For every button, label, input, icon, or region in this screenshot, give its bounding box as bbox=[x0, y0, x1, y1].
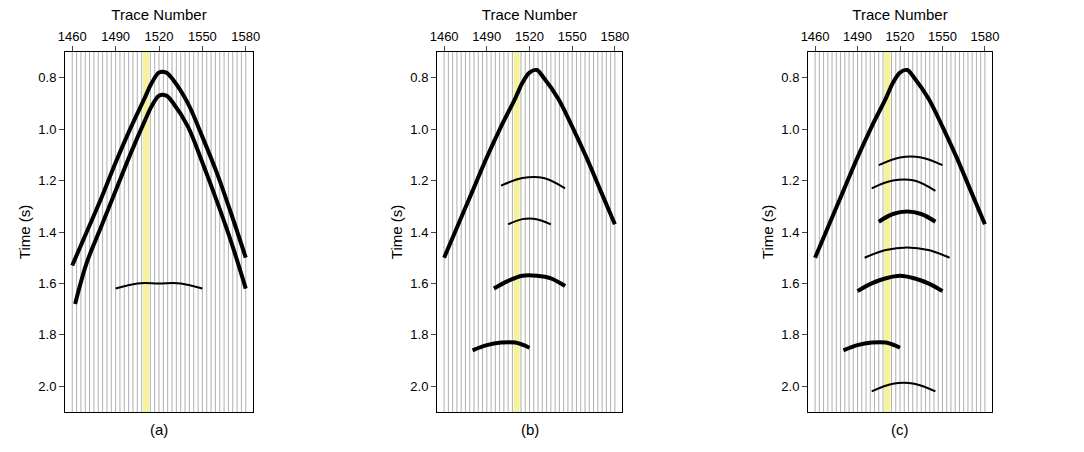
svg-text:Time (s): Time (s) bbox=[16, 205, 33, 259]
svg-text:1550: 1550 bbox=[558, 29, 587, 44]
svg-text:2.0: 2.0 bbox=[38, 379, 56, 394]
svg-text:Time (s): Time (s) bbox=[388, 205, 405, 259]
svg-text:1.6: 1.6 bbox=[781, 276, 799, 291]
svg-text:0.8: 0.8 bbox=[38, 70, 56, 85]
svg-text:1520: 1520 bbox=[886, 29, 915, 44]
svg-text:1460: 1460 bbox=[801, 29, 830, 44]
svg-text:1.8: 1.8 bbox=[38, 327, 56, 342]
svg-text:Trace Number: Trace Number bbox=[111, 6, 206, 23]
svg-text:1.4: 1.4 bbox=[410, 225, 428, 240]
svg-text:1520: 1520 bbox=[145, 29, 174, 44]
svg-text:1460: 1460 bbox=[430, 29, 459, 44]
svg-text:2.0: 2.0 bbox=[781, 379, 799, 394]
svg-text:1490: 1490 bbox=[101, 29, 130, 44]
svg-text:1.2: 1.2 bbox=[38, 173, 56, 188]
svg-text:1.4: 1.4 bbox=[781, 225, 799, 240]
svg-text:1520: 1520 bbox=[515, 29, 544, 44]
svg-text:(b): (b) bbox=[521, 421, 539, 438]
svg-text:Trace Number: Trace Number bbox=[852, 6, 947, 23]
svg-text:1.8: 1.8 bbox=[781, 327, 799, 342]
svg-text:1.6: 1.6 bbox=[38, 276, 56, 291]
svg-text:1460: 1460 bbox=[58, 29, 87, 44]
svg-text:1580: 1580 bbox=[970, 29, 999, 44]
svg-text:1.0: 1.0 bbox=[781, 122, 799, 137]
svg-text:Trace Number: Trace Number bbox=[482, 6, 577, 23]
svg-text:1550: 1550 bbox=[928, 29, 957, 44]
svg-text:(a): (a) bbox=[150, 421, 168, 438]
svg-text:0.8: 0.8 bbox=[781, 70, 799, 85]
svg-text:1.2: 1.2 bbox=[410, 173, 428, 188]
svg-text:0.8: 0.8 bbox=[410, 70, 428, 85]
svg-text:2.0: 2.0 bbox=[410, 379, 428, 394]
svg-text:1490: 1490 bbox=[472, 29, 501, 44]
svg-text:(c): (c) bbox=[891, 421, 909, 438]
svg-text:1.4: 1.4 bbox=[38, 225, 56, 240]
svg-text:1550: 1550 bbox=[188, 29, 217, 44]
svg-text:Time (s): Time (s) bbox=[759, 205, 776, 259]
svg-text:1490: 1490 bbox=[843, 29, 872, 44]
svg-text:1.6: 1.6 bbox=[410, 276, 428, 291]
svg-text:1.2: 1.2 bbox=[781, 173, 799, 188]
svg-text:1.0: 1.0 bbox=[410, 122, 428, 137]
svg-text:1580: 1580 bbox=[231, 29, 260, 44]
svg-text:1.8: 1.8 bbox=[410, 327, 428, 342]
svg-text:1580: 1580 bbox=[600, 29, 629, 44]
svg-text:1.0: 1.0 bbox=[38, 122, 56, 137]
